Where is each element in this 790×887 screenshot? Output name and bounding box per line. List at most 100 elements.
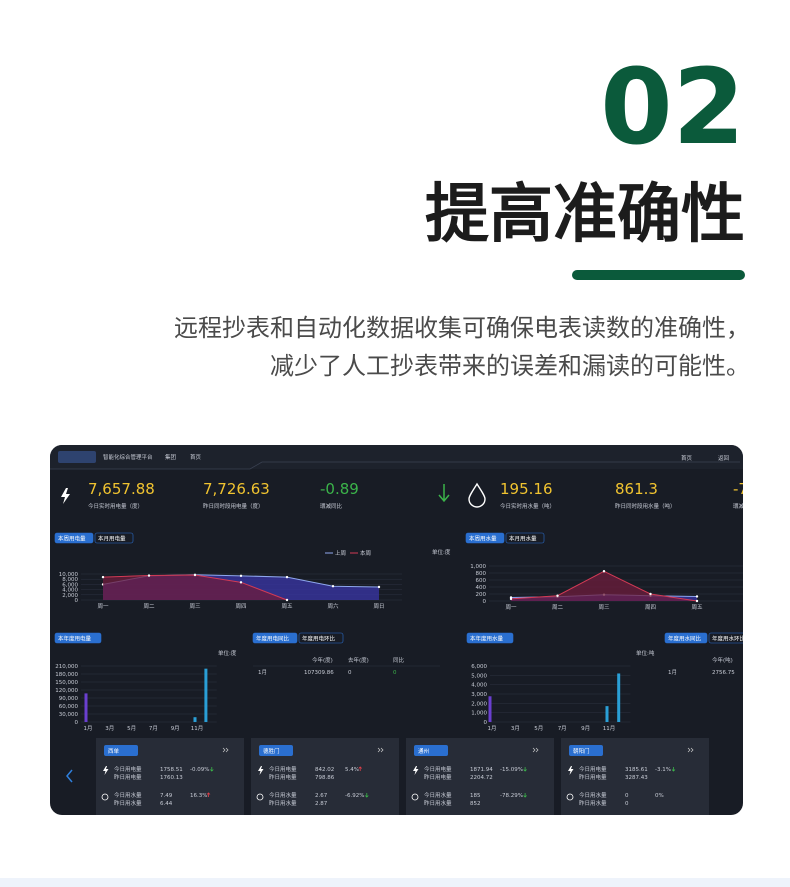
y-tick-label: 150,000 [55,680,78,686]
bar [204,668,208,722]
metric-label: 今日用水量 [424,791,452,799]
metric-label: 昨日同时段用水量（吨） [615,502,676,510]
tab[interactable] [505,532,545,544]
metric-change: -78.29% [500,793,523,799]
metric-change: -3.1% [655,767,671,773]
breadcrumb[interactable]: 首页 [190,453,202,461]
platform-name: 智能化综合管理平台 [103,453,153,461]
station-name: 西单 [108,747,120,755]
tab-label: 本月用水量 [509,535,537,543]
section-title: 提高准确性 [425,178,745,252]
metric-change: -15.09% [500,767,523,773]
tab[interactable] [466,632,514,644]
trend-arrow [523,793,527,798]
power-icon [413,766,419,775]
power-icon [103,766,109,775]
water-icon [411,793,419,801]
metric-value: 7.49 [160,793,173,799]
y-tick-label: 600 [476,578,487,584]
table-cell: 0 [393,670,397,676]
metric-value: 861.3 [615,480,658,498]
bar [605,706,609,722]
trend-arrow [523,767,527,772]
tab[interactable] [708,632,751,644]
y-tick-label: 200 [476,592,487,598]
more-icon[interactable] [532,747,539,753]
station-name: 德胜门 [263,747,280,755]
y-tick-label: 6,000 [62,582,78,588]
y-tick-label: 4,000 [62,588,78,594]
y-tick-label: 0 [75,720,79,726]
table-header: 今年(度) [312,656,333,664]
tab[interactable] [252,632,298,644]
x-tick-label: 11月 [191,725,204,732]
metric-label: 昨日用水量 [579,799,607,807]
y-tick-label: 30,000 [59,712,79,718]
metric-change: -6.92% [345,793,364,799]
tab-label: 本年度用电量 [58,635,92,643]
metric-label: 昨日同时段用电量（度） [203,502,264,510]
top-bar [50,445,743,469]
x-tick-label: 周六 [327,602,339,610]
y-tick-label: 0 [483,599,487,605]
description-line: 远程抄表和自动化数据收集可确保电表读数的准确性， [174,314,750,342]
metric-change: 0% [655,793,664,799]
metric-label: 環减 [733,502,745,510]
point [377,585,381,589]
x-tick-label: 5月 [534,725,543,732]
tab[interactable] [54,532,94,544]
point [285,575,289,579]
tab[interactable] [664,632,708,644]
x-tick-label: 周二 [552,604,564,611]
point [193,573,197,577]
metric-value: -0.89 [320,480,359,498]
metric-label: 昨日用水量 [114,799,142,807]
metric-label: 昨日用水量 [269,799,297,807]
x-tick-label: 1月 [84,725,93,732]
tab[interactable] [298,632,344,644]
metric-value: 2.67 [315,793,328,799]
bottom-strip [0,878,790,887]
bar [84,693,88,722]
metric-label: 今日用水量 [114,791,142,799]
more-icon[interactable] [377,747,384,753]
tab-label: 本月用电量 [98,535,126,543]
metric-label: 今日用电量 [579,765,607,773]
y-tick-label: 0 [75,598,79,604]
y-tick-label: 2,000 [62,593,78,599]
tab[interactable] [465,532,505,544]
more-icon[interactable] [222,747,229,753]
point [602,570,606,573]
tab[interactable] [94,532,134,544]
x-tick-label: 1月 [488,725,497,732]
x-tick-label: 5月 [127,725,136,732]
more-icon[interactable] [687,747,694,753]
tab-label: 年度用电环比 [302,635,336,643]
y-tick-label: 180,000 [55,672,78,678]
home-link[interactable]: 首页 [681,454,693,462]
x-tick-label: 周五 [691,604,703,611]
metric-value: 195.16 [500,480,553,498]
metric-value: 3287.43 [625,775,648,781]
metric-change: -0.09% [190,767,209,773]
water-icon [256,793,264,801]
prev-arrow[interactable] [66,769,73,783]
table-header: 今年(吨) [712,656,733,664]
metric-label: 今日用电量 [424,765,452,773]
tab-label: 年度用水环比 [712,635,746,643]
y-tick-label: 2,000 [471,701,487,707]
point [331,585,335,588]
metric-value: -7 [733,480,748,498]
section-number: 02 [600,46,745,168]
tab[interactable] [54,632,102,644]
table-cell: 1月 [258,669,267,676]
y-tick-label: 4,000 [471,683,487,689]
back-link[interactable]: 返回 [718,455,730,462]
power-icon [568,766,574,775]
y-tick-label: 3,000 [471,692,487,698]
metric-value: 852 [470,801,481,807]
metric-value: 3185.61 [625,767,648,773]
y-tick-label: 800 [476,571,487,577]
station-pill [414,745,448,756]
